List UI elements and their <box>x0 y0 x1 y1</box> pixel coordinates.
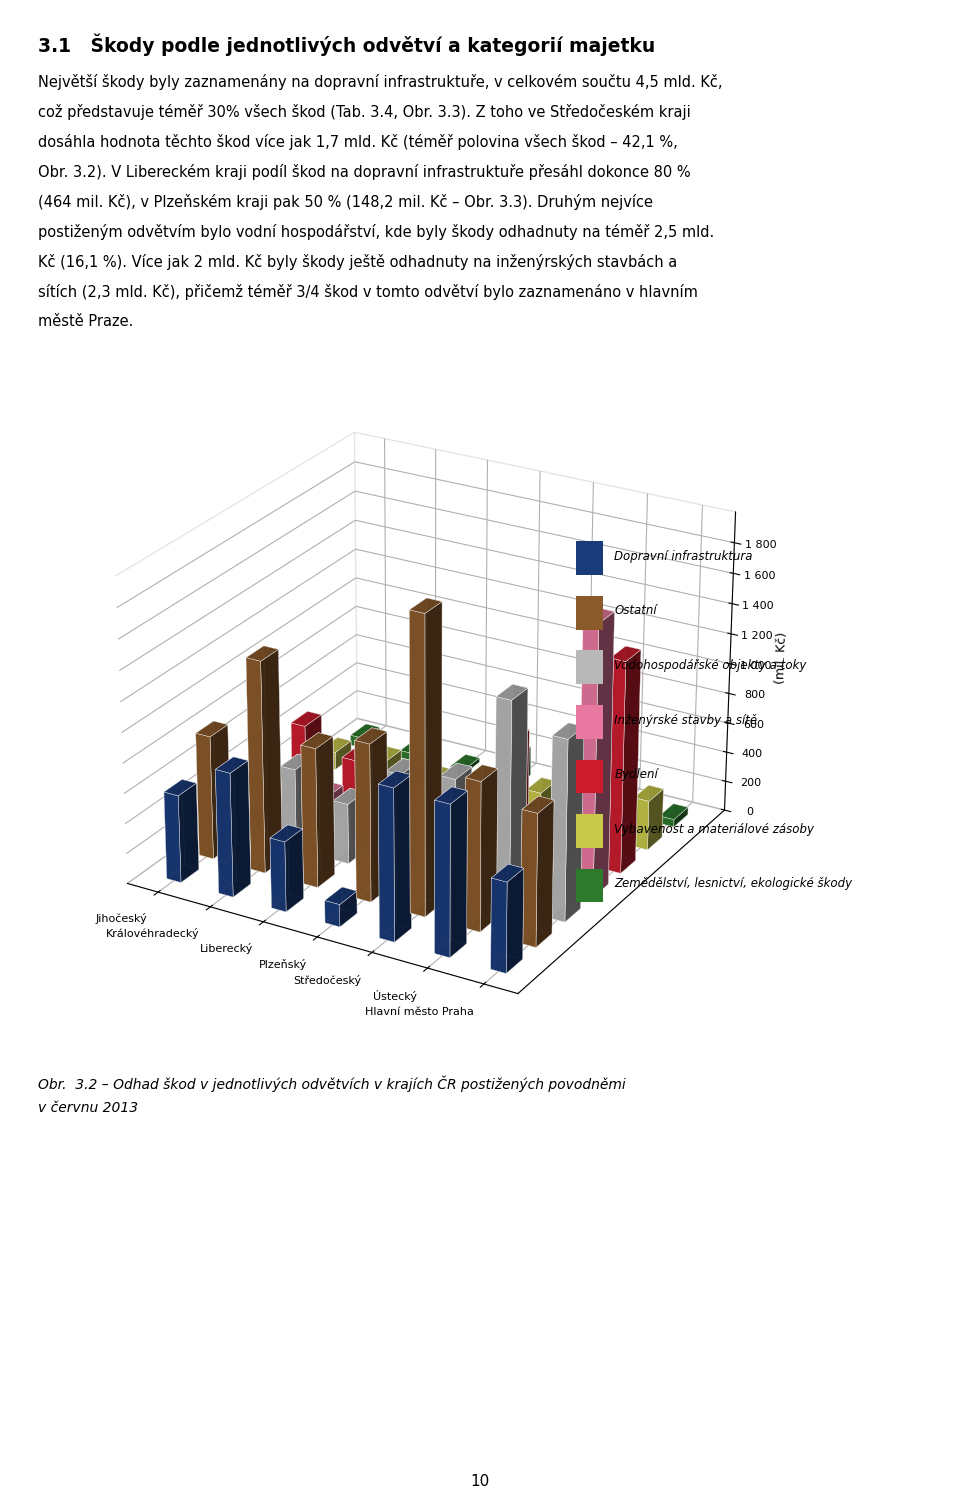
Text: Vodohospodářské objekty a toky: Vodohospodářské objekty a toky <box>614 659 806 672</box>
FancyBboxPatch shape <box>576 705 603 738</box>
FancyBboxPatch shape <box>576 541 603 575</box>
Text: dosáhla hodnota těchto škod více jak 1,7 mld. Kč (téměř polovina všech škod – 42: dosáhla hodnota těchto škod více jak 1,7… <box>38 134 678 150</box>
Text: Ostatní: Ostatní <box>614 605 657 618</box>
Text: Inženýrské stavby a sítě: Inženýrské stavby a sítě <box>614 713 757 726</box>
Text: Bydlení: Bydlení <box>614 769 659 781</box>
Text: městě Praze.: městě Praze. <box>38 314 133 329</box>
Text: (464 mil. Kč), v Plzeňském kraji pak 50 % (148,2 mil. Kč – Obr. 3.3). Druhým nej: (464 mil. Kč), v Plzeňském kraji pak 50 … <box>38 194 654 211</box>
Text: Největší škody byly zaznamenány na dopravní infrastruktuře, v celkovém součtu 4,: Největší škody byly zaznamenány na dopra… <box>38 74 723 90</box>
Text: Vybavenost a materiálové zásoby: Vybavenost a materiálové zásoby <box>614 823 814 836</box>
Text: Obr. 3.2). V Libereckém kraji podíl škod na dopravní infrastruktuře přesáhl doko: Obr. 3.2). V Libereckém kraji podíl škod… <box>38 164 691 180</box>
Text: sítích (2,3 mld. Kč), přičemž téměř 3/4 škod v tomto odvětví bylo zaznamenáno v : sítích (2,3 mld. Kč), přičemž téměř 3/4 … <box>38 284 698 301</box>
FancyBboxPatch shape <box>576 650 603 684</box>
Text: Dopravní infrastruktura: Dopravní infrastruktura <box>614 550 753 562</box>
Text: v červnu 2013: v červnu 2013 <box>38 1101 138 1114</box>
Text: 3.1   Škody podle jednotlivých odvětví a kategorií majetku: 3.1 Škody podle jednotlivých odvětví a k… <box>38 33 656 56</box>
Text: Zemědělství, lesnictví, ekologické škody: Zemědělství, lesnictví, ekologické škody <box>614 877 852 890</box>
FancyBboxPatch shape <box>576 868 603 902</box>
FancyBboxPatch shape <box>576 596 603 630</box>
Text: Obr.  3.2 – Odhad škod v jednotlivých odvětvích v krajích ČR postižených povodně: Obr. 3.2 – Odhad škod v jednotlivých odv… <box>38 1075 626 1092</box>
FancyBboxPatch shape <box>576 760 603 794</box>
Text: což představuje téměř 30% všech škod (Tab. 3.4, Obr. 3.3). Z toho ve Středočeské: což představuje téměř 30% všech škod (Ta… <box>38 104 691 120</box>
Text: 10: 10 <box>470 1474 490 1489</box>
FancyBboxPatch shape <box>576 814 603 848</box>
Text: Kč (16,1 %). Více jak 2 mld. Kč byly škody ještě odhadnuty na inženýrských stavb: Kč (16,1 %). Více jak 2 mld. Kč byly ško… <box>38 254 678 271</box>
Text: postiženým odvětvím bylo vodní hospodářství, kde byly škody odhadnuty na téměř 2: postiženým odvětvím bylo vodní hospodářs… <box>38 224 714 241</box>
